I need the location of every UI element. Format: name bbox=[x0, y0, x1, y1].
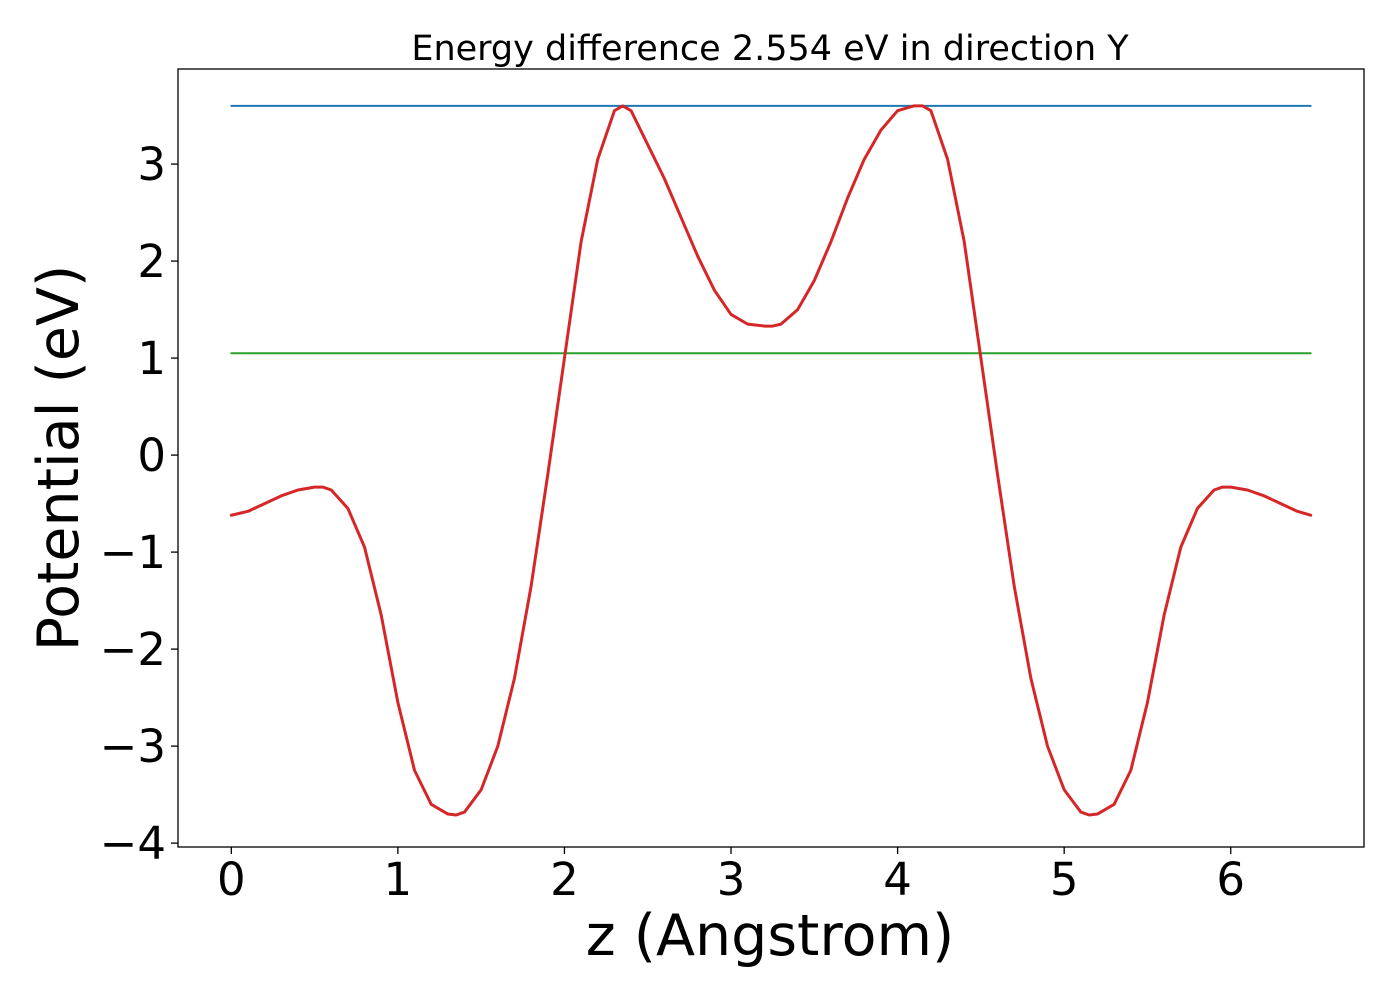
y-tick-label: −3 bbox=[100, 720, 166, 773]
plot-area: 0 1 2 3 4 5 6 −4 −3 −2 −1 0 1 2 3 bbox=[100, 68, 1365, 906]
x-tick-label: 6 bbox=[1216, 853, 1245, 906]
x-axis-label: z (Angstrom) bbox=[586, 903, 954, 969]
axes-frame bbox=[177, 68, 1365, 848]
x-axis: 0 1 2 3 4 5 6 bbox=[217, 847, 1245, 906]
y-tick-label: −1 bbox=[100, 526, 166, 579]
x-tick-label: 1 bbox=[384, 853, 413, 906]
series-layer bbox=[229, 104, 1313, 817]
y-tick-label: −2 bbox=[100, 623, 166, 676]
x-tick-label: 5 bbox=[1050, 853, 1079, 906]
y-tick-label: −4 bbox=[100, 817, 166, 870]
x-tick-label: 2 bbox=[550, 853, 579, 906]
y-tick-label: 0 bbox=[137, 429, 166, 482]
y-tick-label: 1 bbox=[137, 332, 166, 385]
series-line-3 bbox=[229, 104, 1313, 817]
y-tick-label: 3 bbox=[137, 138, 166, 191]
chart-title: Energy difference 2.554 eV in direction … bbox=[411, 29, 1129, 69]
x-tick-label: 4 bbox=[883, 853, 912, 906]
x-tick-label: 3 bbox=[717, 853, 746, 906]
y-tick-label: 2 bbox=[137, 235, 166, 288]
y-axis: −4 −3 −2 −1 0 1 2 3 bbox=[100, 138, 178, 870]
x-tick-label: 0 bbox=[217, 853, 246, 906]
y-axis-label: Potential (eV) bbox=[26, 265, 92, 651]
